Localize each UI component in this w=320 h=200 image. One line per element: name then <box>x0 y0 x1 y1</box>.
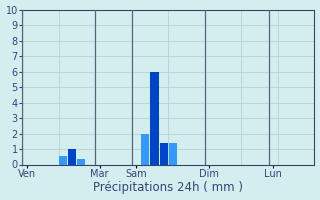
Bar <box>77 159 85 164</box>
X-axis label: Précipitations 24h ( mm ): Précipitations 24h ( mm ) <box>93 181 243 194</box>
Bar <box>160 143 168 164</box>
Bar <box>141 134 149 164</box>
Bar <box>68 149 76 164</box>
Bar <box>150 72 159 164</box>
Bar <box>169 143 177 164</box>
Bar <box>59 156 67 164</box>
